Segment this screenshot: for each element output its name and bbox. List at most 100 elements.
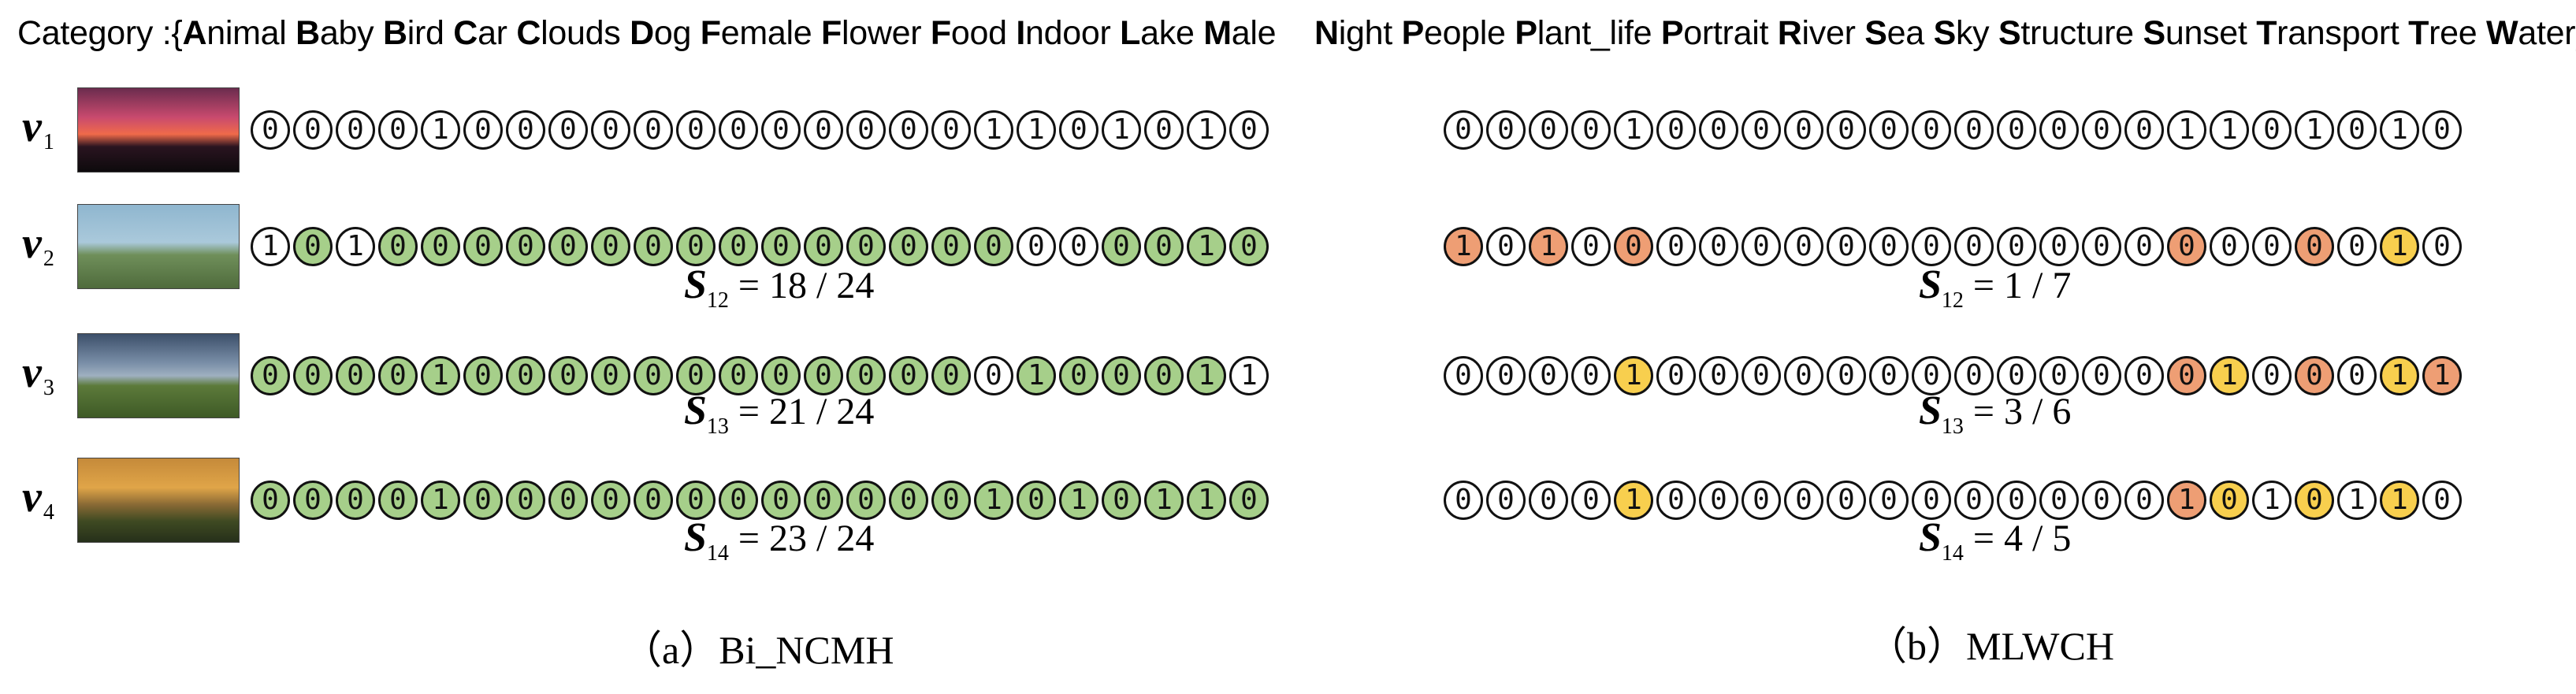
category-left-6: Female	[700, 14, 812, 52]
hash-bit: 1	[2167, 481, 2206, 520]
hash-bit: 1	[1144, 481, 1184, 520]
hash-bit: 0	[506, 356, 545, 395]
hash-bit: 0	[1869, 110, 1909, 150]
hash-bit: 0	[2039, 110, 2079, 150]
hash-bit: 0	[1102, 227, 1141, 266]
hash-bit: 0	[1954, 110, 1994, 150]
category-right-11: Water}	[2486, 14, 2576, 52]
hash-bit: 0	[2295, 481, 2334, 520]
hash-bit: 0	[1699, 481, 1738, 520]
hash-bit: 0	[846, 356, 886, 395]
panel_b-similarity-score-12: S12 = 1 / 7	[1919, 262, 2072, 313]
row-label-v2: v2	[22, 219, 54, 271]
category-left-5: Dog	[630, 14, 692, 52]
hash-bit: 0	[1827, 227, 1866, 266]
category-left-2: Bird	[382, 14, 444, 52]
hash-bit: 0	[2124, 356, 2164, 395]
hash-bit: 0	[719, 481, 758, 520]
hash-bit: 0	[2210, 481, 2249, 520]
hash-bit: 0	[591, 356, 630, 395]
hash-bit: 0	[1699, 356, 1738, 395]
category-header-right: Night People Plant_life Portrait River S…	[1314, 14, 2576, 53]
caption-panel-b: （b）MLWCH	[1868, 624, 2114, 668]
hash-bit: 0	[634, 481, 673, 520]
hash-bit: 0	[1912, 481, 1951, 520]
hash-bit: 0	[548, 481, 588, 520]
hash-bit: 0	[1997, 227, 2036, 266]
hash-bit: 0	[634, 227, 673, 266]
hash-bit: 0	[2422, 227, 2462, 266]
hash-bit: 1	[2422, 356, 2462, 395]
hash-bit: 0	[2039, 356, 2079, 395]
hash-bit: 1	[1059, 481, 1098, 520]
hash-bit: 0	[1741, 356, 1781, 395]
hash-bit: 1	[2380, 356, 2419, 395]
panel_a-similarity-score-14: S14 = 23 / 24	[684, 515, 875, 566]
hash-bit: 0	[506, 110, 545, 150]
hash-bit: 0	[1997, 356, 2036, 395]
hash-bit: 0	[1912, 227, 1951, 266]
hash-bit: 0	[1827, 110, 1866, 150]
hash-bit: 0	[931, 227, 971, 266]
hash-bit: 0	[336, 110, 375, 150]
hash-bit: 0	[336, 481, 375, 520]
hash-bit: 1	[251, 227, 290, 266]
category-header-left: Category :{Animal Baby Bird Car Clouds D…	[17, 14, 1277, 53]
hash-bit: 1	[974, 110, 1013, 150]
hash-bit: 0	[1827, 356, 1866, 395]
hash-bit: 0	[378, 356, 418, 395]
hash-bit: 1	[2167, 110, 2206, 150]
hash-bit: 0	[1784, 227, 1823, 266]
hash-bit: 0	[1229, 110, 1269, 150]
hash-bit: 0	[2124, 110, 2164, 150]
hash-bit: 1	[974, 481, 1013, 520]
hash-bit: 0	[378, 227, 418, 266]
hash-bit: 0	[1656, 227, 1696, 266]
hash-bit: 0	[1656, 110, 1696, 150]
category-right-5: Sea	[1864, 14, 1924, 52]
hash-bit: 0	[293, 481, 333, 520]
hash-bit: 0	[1656, 481, 1696, 520]
hash-bit: 0	[2082, 227, 2121, 266]
hash-bit: 1	[1229, 356, 1269, 395]
hash-bit: 0	[1954, 356, 1994, 395]
hash-bit: 1	[1614, 110, 1653, 150]
hash-bit: 0	[548, 110, 588, 150]
hash-bit: 0	[463, 356, 503, 395]
hash-bit: 0	[1529, 110, 1568, 150]
hash-bit: 0	[1486, 356, 1526, 395]
hash-bit: 0	[293, 356, 333, 395]
hash-bit: 0	[974, 356, 1013, 395]
hash-bit: 0	[548, 356, 588, 395]
hash-bit: 0	[1102, 356, 1141, 395]
hash-bit: 0	[2252, 110, 2292, 150]
hash-bit: 0	[463, 481, 503, 520]
hash-bit: 0	[889, 481, 928, 520]
hash-bit: 1	[2337, 481, 2377, 520]
hash-bit: 1	[2252, 481, 2292, 520]
hash-bit: 0	[251, 110, 290, 150]
hash-bit: 0	[2295, 227, 2334, 266]
hash-bit: 0	[676, 481, 716, 520]
hash-bit: 0	[1444, 110, 1483, 150]
hash-bit: 0	[889, 356, 928, 395]
hash-bit: 0	[1741, 481, 1781, 520]
hash-bit: 0	[2082, 356, 2121, 395]
hash-bit: 0	[974, 227, 1013, 266]
hash-bit: 1	[1102, 110, 1141, 150]
hash-bit: 1	[421, 356, 460, 395]
hash-bit: 0	[2167, 356, 2206, 395]
category-right-3: Portrait	[1660, 14, 1769, 52]
hash-bit: 0	[1656, 356, 1696, 395]
hash-bit: 0	[1529, 481, 1568, 520]
hash-bit: 0	[1699, 110, 1738, 150]
hash-bit: 0	[1997, 110, 2036, 150]
category-left-4: Clouds	[516, 14, 621, 52]
hash-bit: 0	[463, 227, 503, 266]
hash-bit: 0	[1486, 110, 1526, 150]
hash-bit: 0	[634, 110, 673, 150]
